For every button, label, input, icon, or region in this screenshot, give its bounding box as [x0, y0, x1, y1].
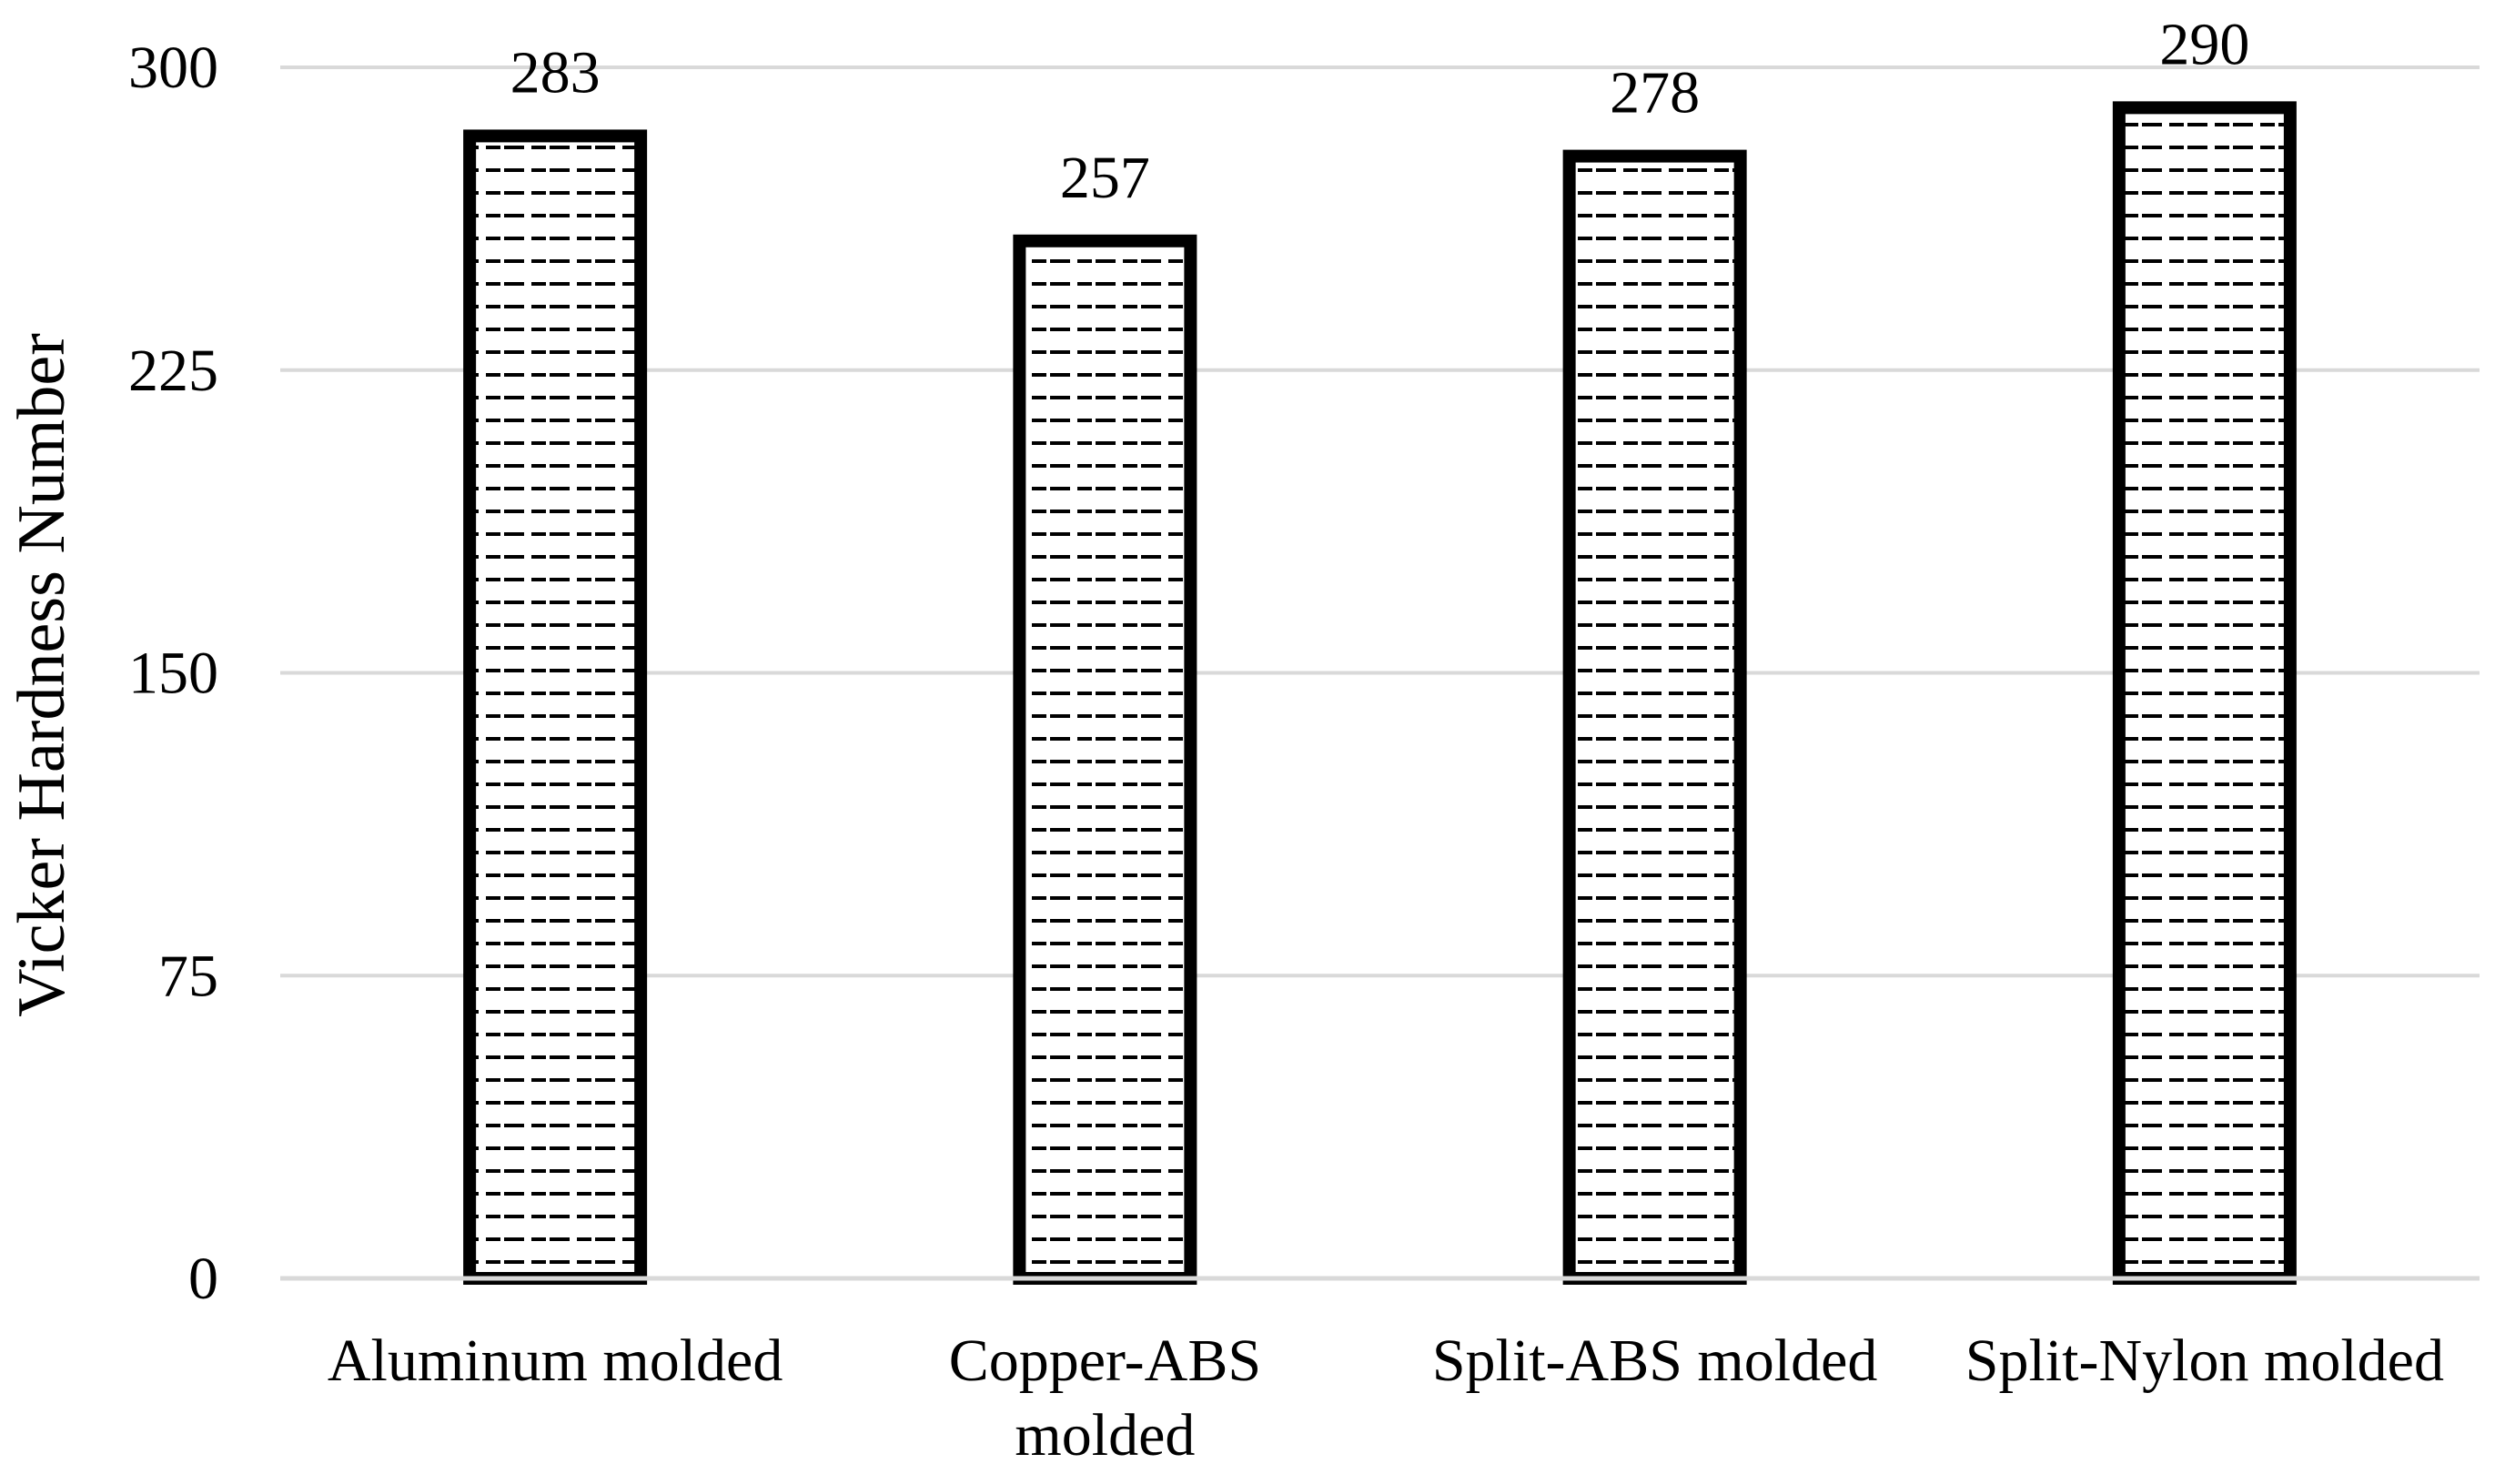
data-label: 283 [510, 39, 601, 106]
y-tick-label: 150 [128, 641, 218, 707]
x-category-label: Split-Nylon molded [1965, 1328, 2444, 1394]
x-category-label: Split-ABS molded [1432, 1328, 1878, 1394]
data-label: 278 [1610, 60, 1700, 126]
x-category-label: Aluminum molded [328, 1328, 783, 1394]
labels: 0 75 150 225 300 283 Aluminum molded 257 Copper-… [128, 11, 2480, 1469]
bar [2112, 101, 2297, 1285]
data-label: 257 [1060, 145, 1150, 211]
x-category-label: molded [1015, 1402, 1195, 1469]
y-tick-label: 225 [128, 338, 218, 404]
y-tick-label: 300 [128, 35, 218, 101]
data-label: 290 [2159, 11, 2249, 77]
x-category-label: Copper-ABS [949, 1328, 1261, 1394]
y-tick-label: 0 [188, 1246, 218, 1312]
y-axis-title: Vicker Hardness Number [5, 333, 79, 1017]
bar [1013, 234, 1197, 1286]
bar [463, 129, 648, 1285]
bar [1562, 149, 1747, 1285]
bars [463, 101, 2297, 1286]
y-tick-label: 75 [158, 943, 218, 1009]
